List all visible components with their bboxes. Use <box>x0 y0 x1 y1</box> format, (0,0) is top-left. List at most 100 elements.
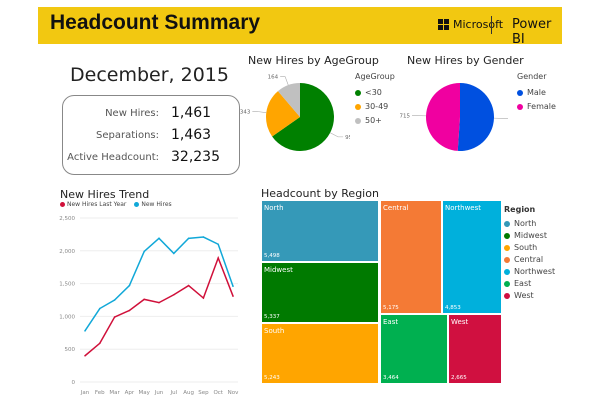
tile-value: 3,464 <box>383 375 399 381</box>
treemap-tile-northwest[interactable]: Northwest 4,853 <box>442 200 502 314</box>
y-tick-label: 500 <box>65 347 76 353</box>
legend-item[interactable]: East <box>504 279 555 288</box>
tile-value: 5,243 <box>264 375 280 381</box>
x-tick-label: Nov <box>228 390 239 396</box>
pie-slice-<30[interactable] <box>272 83 334 151</box>
header-bar: Headcount Summary Microsoft Power BI <box>38 7 562 47</box>
data-point[interactable] <box>99 307 101 310</box>
legend-label: 30-49 <box>365 102 389 111</box>
tile-label: Midwest <box>264 266 293 274</box>
region-legend: North Midwest South Central Northwest East Wes… <box>504 219 555 303</box>
slice-data-label: 954 <box>345 135 350 141</box>
data-point[interactable] <box>232 285 234 288</box>
data-point[interactable] <box>99 342 101 345</box>
legend-item[interactable]: Northwest <box>504 267 555 276</box>
treemap-tile-north[interactable]: North 5,498 <box>261 200 379 262</box>
data-point[interactable] <box>84 330 86 332</box>
data-point[interactable] <box>202 236 205 238</box>
data-point[interactable] <box>173 293 175 296</box>
legend-item[interactable]: Central <box>504 255 555 264</box>
data-point[interactable] <box>158 301 160 304</box>
legend-item[interactable]: South <box>504 243 555 252</box>
leader-line <box>330 132 344 138</box>
treemap-tile-east[interactable]: East 3,464 <box>380 314 448 384</box>
legend-item[interactable]: <30 <box>355 88 388 97</box>
legend-dot-icon <box>355 117 361 124</box>
data-point[interactable] <box>187 284 190 287</box>
y-tick-label: 2,500 <box>59 216 75 222</box>
treemap-tile-midwest[interactable]: Midwest 5,337 <box>261 262 379 323</box>
x-tick-label: Jan <box>80 390 90 396</box>
data-point[interactable] <box>173 252 175 255</box>
line-series-0[interactable] <box>84 255 234 357</box>
tile-value: 5,175 <box>383 305 399 311</box>
legend-item[interactable]: New Hires Last Year <box>60 201 126 208</box>
tile-value: 5,498 <box>264 253 280 259</box>
gender-chart-title: New Hires by Gender <box>407 54 524 67</box>
month-label: December, 2015 <box>70 64 229 86</box>
tile-label: South <box>264 327 285 335</box>
legend-dot-icon <box>355 103 361 110</box>
legend-dot-icon <box>134 202 140 207</box>
pie-slice-50+[interactable] <box>277 83 300 117</box>
data-point[interactable] <box>232 295 234 297</box>
legend-dot-icon <box>504 280 510 287</box>
leader-line <box>252 111 267 113</box>
legend-item[interactable]: Male <box>517 88 556 97</box>
legend-item[interactable]: New Hires <box>134 201 172 208</box>
legend-item[interactable]: Midwest <box>504 231 555 240</box>
data-point[interactable] <box>128 309 131 312</box>
x-tick-label: Mar <box>109 390 120 396</box>
pie-slice-Male[interactable] <box>457 83 494 151</box>
microsoft-logo: Microsoft <box>438 18 503 31</box>
product-name: Power BI <box>512 17 552 47</box>
data-point[interactable] <box>202 297 205 299</box>
kpi-label: Active Headcount: <box>67 152 159 163</box>
legend-dot-icon <box>355 89 361 96</box>
treemap-title: Headcount by Region <box>261 187 379 200</box>
data-point[interactable] <box>158 237 160 240</box>
pie-slice-30-49[interactable] <box>266 91 300 137</box>
y-tick-label: 1,500 <box>59 282 75 288</box>
legend-dot-icon <box>517 89 523 96</box>
page-title: Headcount Summary <box>50 11 261 34</box>
legend-item[interactable]: Female <box>517 102 556 111</box>
tile-label: North <box>264 204 284 212</box>
data-point[interactable] <box>84 354 86 357</box>
legend-label: East <box>514 279 532 288</box>
data-point[interactable] <box>128 284 131 287</box>
legend-label: 50+ <box>365 116 382 125</box>
region-treemap: North 5,498 Midwest 5,337 South 5,243 Central 5… <box>261 200 502 384</box>
gender-legend: Male Female <box>517 88 556 116</box>
tile-value: 5,337 <box>264 314 280 320</box>
slice-data-label: 343 <box>240 110 251 116</box>
trend-chart-title: New Hires Trend <box>60 188 150 201</box>
data-point[interactable] <box>217 243 219 246</box>
data-point[interactable] <box>217 257 219 259</box>
legend-item[interactable]: North <box>504 219 555 228</box>
legend-label: Central <box>514 255 544 264</box>
legend-item[interactable]: 30-49 <box>355 102 388 111</box>
x-tick-label: Sep <box>198 390 209 396</box>
region-legend-title: Region <box>504 205 536 214</box>
treemap-tile-central[interactable]: Central 5,175 <box>380 200 442 314</box>
legend-label: New Hires Last Year <box>67 201 127 208</box>
treemap-tile-south[interactable]: South 5,243 <box>261 323 379 384</box>
data-point[interactable] <box>143 250 145 253</box>
legend-dot-icon <box>504 220 510 227</box>
legend-label: South <box>514 243 538 252</box>
legend-label: <30 <box>365 88 382 97</box>
legend-item[interactable]: West <box>504 291 555 300</box>
tile-label: Northwest <box>445 204 482 212</box>
pie-slice-Female[interactable] <box>425 83 460 151</box>
legend-item[interactable]: 50+ <box>355 116 388 125</box>
data-point[interactable] <box>187 237 190 240</box>
treemap-tile-west[interactable]: West 2,665 <box>448 314 502 384</box>
x-tick-label: Jul <box>169 390 177 396</box>
data-point[interactable] <box>113 299 116 301</box>
data-point[interactable] <box>143 298 145 301</box>
trend-legend: New Hires Last Year New Hires <box>60 201 180 208</box>
data-point[interactable] <box>113 316 116 318</box>
tile-value: 4,853 <box>445 305 461 311</box>
legend-label: Female <box>527 102 556 111</box>
